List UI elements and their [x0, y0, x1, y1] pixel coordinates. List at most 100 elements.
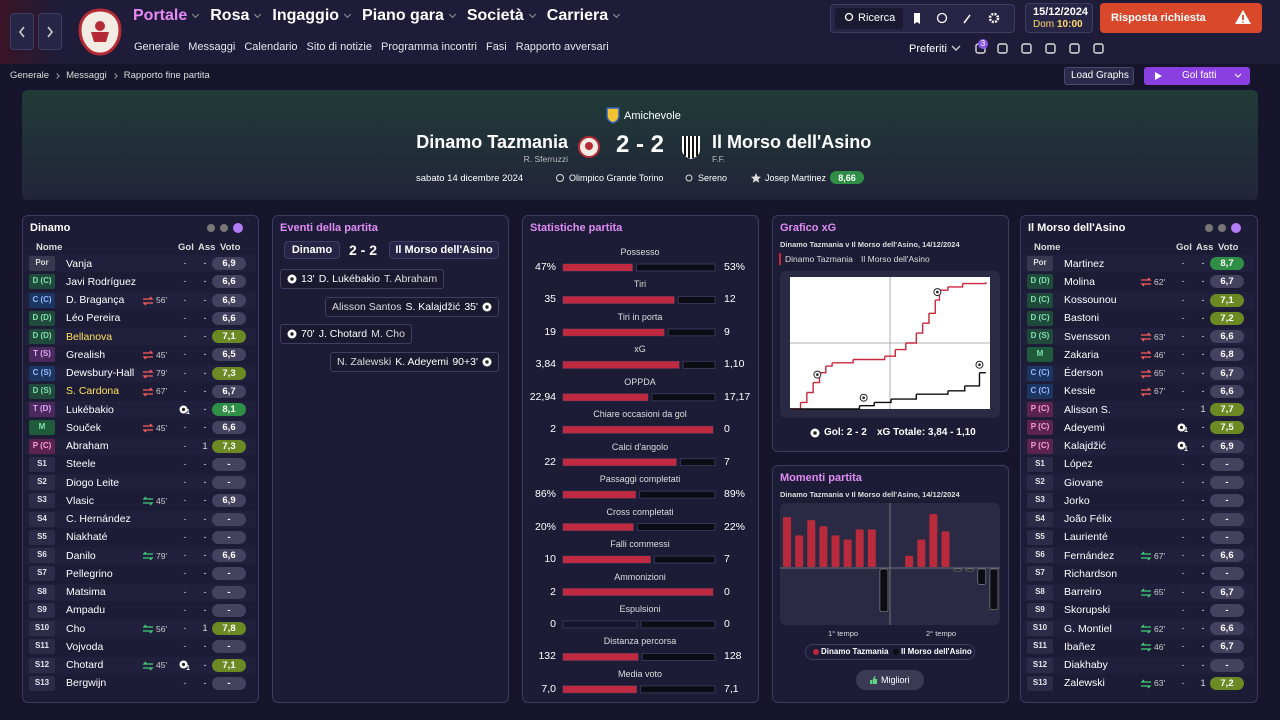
player-name[interactable]: Grealish	[66, 348, 106, 361]
player-name[interactable]: Zalewski	[1064, 677, 1105, 690]
menu-item[interactable]: Ingaggio	[272, 7, 352, 25]
best-label[interactable]: Migliori	[881, 675, 910, 685]
stat-bar-away	[654, 555, 716, 564]
player-name[interactable]: Pellegrino	[66, 567, 113, 580]
position-badge	[1027, 438, 1053, 454]
player-name[interactable]: S. Cardona	[66, 385, 120, 398]
rating: 7,3	[222, 367, 236, 379]
player-name[interactable]: Svensson	[1064, 330, 1111, 343]
player-name[interactable]: Cho	[66, 622, 86, 635]
assists: -	[203, 276, 207, 287]
alert-button[interactable]	[1100, 3, 1262, 33]
breadcrumb-item[interactable]: Generale	[10, 70, 50, 81]
arrow	[142, 624, 154, 634]
sub-menu-item[interactable]: Generale	[134, 41, 180, 53]
rating: -	[1225, 659, 1229, 671]
player-name[interactable]: Vojvoda	[66, 640, 104, 653]
player-name[interactable]: Lukébakio	[66, 403, 114, 416]
player-name[interactable]: López	[1064, 458, 1093, 471]
position: M	[1036, 349, 1044, 359]
load-graphs-label[interactable]: Load Graphs	[1071, 70, 1129, 81]
player-name[interactable]: Fernández	[1064, 549, 1115, 562]
search-label[interactable]: Ricerca	[858, 12, 896, 24]
player-name[interactable]: Kessie	[1064, 385, 1096, 398]
player-name[interactable]: Steele	[66, 458, 96, 471]
player-name[interactable]: Vanja	[66, 257, 93, 270]
stat-bar-home-track	[562, 620, 638, 629]
breadcrumb-item[interactable]: Messaggi	[66, 70, 107, 81]
stat-away: 1,10	[724, 358, 745, 371]
position: S9	[1035, 604, 1045, 614]
player-name[interactable]: Souček	[66, 421, 102, 434]
player-name[interactable]: Léo Pereira	[66, 312, 121, 325]
player-name[interactable]: Bellanova	[66, 330, 113, 343]
position: D (C)	[1030, 312, 1050, 322]
goals: -	[1181, 531, 1185, 542]
player-name[interactable]: Zakaria	[1064, 348, 1100, 361]
player-name[interactable]: Éderson	[1064, 367, 1104, 380]
player-name[interactable]: Dewsbury-Hall	[66, 367, 135, 380]
player-name[interactable]: Chotard	[66, 659, 104, 672]
player-name[interactable]: Bergwijn	[66, 677, 107, 690]
sub-menu-item[interactable]: Sito di notizie	[306, 41, 372, 53]
player-name[interactable]: Jorko	[1064, 494, 1090, 507]
player-name[interactable]: Diogo Leite	[66, 476, 120, 489]
player-name[interactable]: Javi Rodríguez	[66, 275, 137, 288]
stat-away: 7,1	[724, 682, 739, 695]
forward-button[interactable]	[38, 13, 62, 50]
sub-menu-item[interactable]: Calendario	[244, 41, 298, 53]
menu-item[interactable]: Carriera	[547, 7, 621, 25]
sub-menu-item[interactable]: Messaggi	[188, 41, 236, 53]
load-graphs-button[interactable]	[1064, 67, 1134, 85]
player-name[interactable]: Richardson	[1064, 567, 1118, 580]
sub-minute: 79'	[156, 550, 168, 561]
player-name[interactable]: Molina	[1064, 275, 1095, 288]
club-logo[interactable]	[78, 8, 122, 56]
position-badge	[1027, 566, 1053, 582]
menu-item[interactable]: Piano gara	[362, 7, 456, 25]
player-name[interactable]: Abraham	[66, 440, 109, 453]
menu-item[interactable]: Portale	[133, 7, 200, 25]
player-name[interactable]: Ibañez	[1064, 640, 1096, 653]
position: S6	[1035, 550, 1045, 560]
player-name[interactable]: Alisson S.	[1064, 403, 1111, 416]
player-name[interactable]: Danilo	[66, 549, 96, 562]
player-name[interactable]: G. Montiel	[1064, 622, 1112, 635]
menu-label: Portale	[133, 7, 188, 24]
legend-box	[805, 644, 975, 660]
player-name[interactable]: D. Bragança	[66, 294, 125, 307]
goals-button[interactable]	[1144, 67, 1250, 85]
player-name[interactable]: Giovane	[1064, 476, 1104, 489]
favorites[interactable]: Preferiti	[909, 43, 947, 55]
player-name[interactable]: Adeyemi	[1064, 421, 1105, 434]
search-box[interactable]	[835, 8, 903, 29]
player-name[interactable]: Niakhaté	[66, 531, 108, 544]
player-name[interactable]: Martinez	[1064, 257, 1105, 270]
player-name[interactable]: Bastoni	[1064, 312, 1100, 325]
back-button[interactable]	[10, 13, 34, 50]
stat-label: Passaggi completati	[599, 474, 681, 485]
player-name[interactable]: Skorupski	[1064, 604, 1111, 617]
player-name[interactable]: C. Hernández	[66, 513, 131, 526]
sub-menu-item[interactable]: Programma incontri	[380, 41, 477, 53]
player-name[interactable]: Kossounou	[1064, 294, 1117, 307]
goals: -	[1181, 312, 1185, 323]
player-name[interactable]: Vlasic	[66, 494, 95, 507]
breadcrumb-item[interactable]: Rapporto fine partita	[123, 70, 210, 81]
player-name[interactable]: Ampadu	[66, 604, 106, 617]
menu-item[interactable]: Società	[467, 7, 536, 25]
player-name[interactable]: Barreiro	[1064, 586, 1102, 599]
player-name[interactable]: Laurienté	[1064, 531, 1108, 544]
sub-menu-item[interactable]: Rapporto avversari	[515, 41, 609, 53]
alert-label[interactable]: Risposta richiesta	[1111, 12, 1206, 24]
player-name[interactable]: Matsima	[66, 586, 106, 599]
best-button[interactable]	[856, 670, 924, 690]
goals-label[interactable]: Gol fatti	[1182, 70, 1217, 81]
sub-menu-item[interactable]: Fasi	[485, 41, 507, 53]
player-name[interactable]: Kalajdžić	[1064, 440, 1107, 453]
player-name[interactable]: Diakhaby	[1064, 659, 1108, 672]
menu-item[interactable]: Rosa	[210, 7, 262, 25]
ball-patch	[978, 363, 981, 366]
xg-plot	[790, 277, 990, 410]
player-name[interactable]: João Félix	[1064, 513, 1112, 526]
